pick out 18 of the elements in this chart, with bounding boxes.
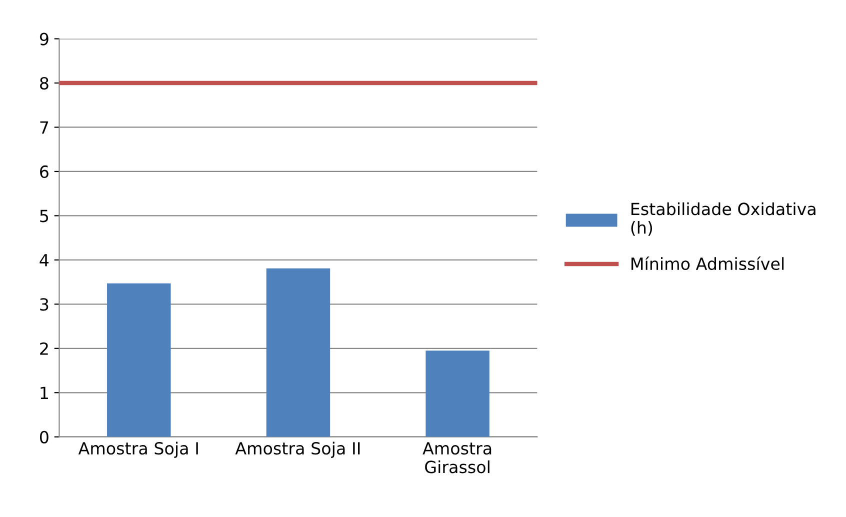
y-tick-label: 0: [40, 430, 48, 444]
x-tick-label: Amostra Girassol: [422, 442, 492, 474]
bar: [426, 350, 490, 437]
legend-label: Mínimo Admissível: [632, 256, 784, 270]
y-tick-label: 3: [40, 298, 48, 311]
x-tick-label: Amostra Soja I: [78, 442, 198, 458]
y-tick-label: 1: [40, 386, 48, 399]
bar: [107, 283, 171, 437]
y-tick-label: 8: [40, 76, 48, 90]
y-tick-label: 4: [40, 254, 49, 266]
y-tick-label: 2: [40, 342, 48, 355]
y-tick-label: 6: [40, 165, 48, 178]
y-tick-label: 9: [40, 32, 48, 46]
legend-label: Estabilidade Oxidativa (h): [631, 202, 816, 236]
x-tick-label: Amostra Soja II: [235, 442, 360, 458]
bar: [266, 268, 330, 437]
y-tick-label: 5: [40, 210, 48, 222]
y-tick-label: 7: [40, 121, 48, 134]
